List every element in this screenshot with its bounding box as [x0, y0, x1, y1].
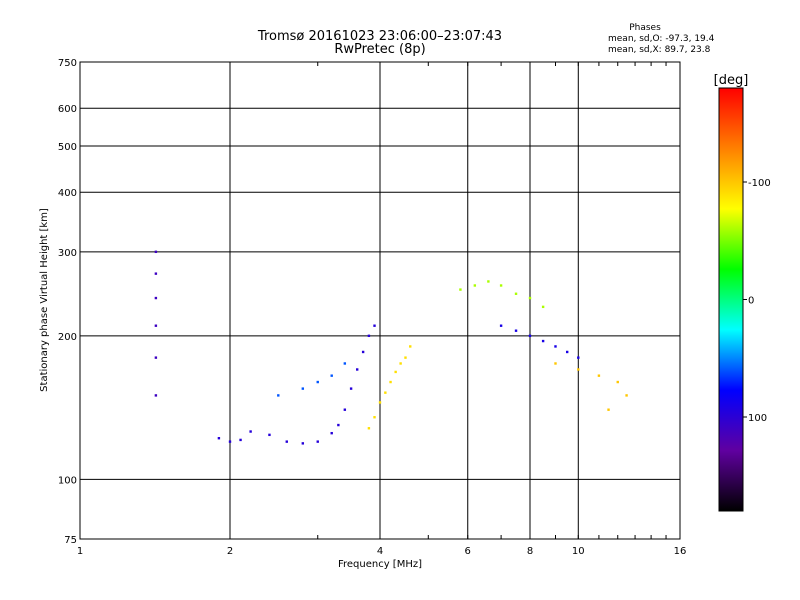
- data-point: [554, 362, 557, 365]
- data-point: [367, 427, 371, 430]
- data-point: [577, 356, 580, 359]
- data-point: [373, 416, 376, 419]
- data-point: [409, 345, 412, 348]
- data-point: [154, 296, 158, 300]
- colorbar: 100 0 -100: [718, 87, 771, 512]
- chart-title: Tromsø 20161023 23:06:00–23:07:43: [257, 29, 502, 44]
- data-point: [607, 408, 610, 411]
- y-tick-label: 500: [58, 142, 77, 153]
- data-point: [625, 394, 628, 397]
- colorbar-label: [deg]: [714, 73, 749, 88]
- data-point: [154, 272, 158, 275]
- data-point: [399, 362, 402, 365]
- colorbar-tick-label: -100: [748, 178, 771, 189]
- data-point: [499, 284, 503, 287]
- data-point: [541, 339, 545, 343]
- data-point: [217, 437, 221, 440]
- data-point: [378, 401, 382, 404]
- x-tick-label: 8: [527, 546, 533, 557]
- data-point: [597, 374, 601, 377]
- colorbar-tick-label: 0: [748, 296, 754, 307]
- data-point: [361, 350, 365, 354]
- data-point: [330, 431, 333, 435]
- data-point: [337, 423, 340, 427]
- phases-x-line: mean, sd,X: 89.7, 23.8: [608, 45, 711, 55]
- y-tick-label: 100: [58, 475, 77, 486]
- data-point: [154, 356, 158, 359]
- data-point: [268, 433, 271, 437]
- data-point: [514, 329, 518, 332]
- data-point: [565, 350, 569, 354]
- data-point: [355, 368, 359, 371]
- y-tick-label: 600: [58, 104, 77, 115]
- data-point: [277, 394, 280, 397]
- data-point: [330, 374, 333, 377]
- data-point: [316, 440, 319, 443]
- y-tick-label: 750: [58, 58, 77, 69]
- colorbar-tick-label: 100: [748, 413, 767, 424]
- y-tick-label: 200: [58, 332, 77, 343]
- x-tick-label: 6: [465, 546, 471, 557]
- x-tick-label: 1: [77, 546, 83, 557]
- chart-subtitle: RwPretec (8p): [334, 42, 425, 57]
- data-point: [249, 430, 252, 433]
- data-point: [154, 250, 158, 254]
- x-tick-label: 4: [377, 546, 383, 557]
- data-point: [616, 380, 619, 384]
- data-point: [301, 442, 305, 445]
- data-point: [528, 334, 532, 338]
- data-point: [389, 380, 392, 384]
- phases-heading: Phases: [629, 23, 661, 33]
- data-point: [473, 284, 477, 287]
- data-point: [349, 387, 353, 390]
- data-point: [394, 370, 397, 374]
- data-point: [285, 440, 288, 443]
- data-point: [343, 362, 347, 365]
- data-point: [459, 288, 462, 291]
- data-point: [373, 324, 376, 327]
- x-tick-label: 2: [227, 546, 233, 557]
- phases-o-line: mean, sd,O: -97.3, 19.4: [608, 34, 715, 44]
- x-tick-label: 16: [674, 546, 687, 557]
- data-point: [154, 324, 158, 327]
- data-point: [154, 394, 158, 397]
- data-point: [316, 380, 319, 384]
- data-point: [577, 368, 580, 371]
- y-tick-label: 300: [58, 248, 77, 259]
- colorbar-gradient: [718, 87, 744, 512]
- x-axis-label: Frequency [MHz]: [338, 559, 422, 570]
- data-point: [514, 292, 518, 295]
- data-point: [343, 408, 347, 411]
- data-point: [528, 296, 532, 300]
- data-point: [301, 387, 305, 390]
- y-axis-label: Stationary phase Virtual Height [km]: [39, 208, 50, 392]
- data-point: [367, 334, 371, 338]
- plot-area: 1 2 4 6 8 10 16 75 100 200 300 400 500 600 750: [58, 58, 686, 557]
- x-tick-label: 10: [572, 546, 585, 557]
- data-point: [404, 356, 407, 359]
- data-point: [499, 324, 503, 327]
- y-tick-label: 400: [58, 188, 77, 199]
- data-point: [554, 345, 557, 348]
- y-tick-label: 75: [64, 535, 77, 546]
- data-point: [228, 440, 232, 443]
- plot-frame: [79, 61, 681, 540]
- data-point: [487, 280, 490, 283]
- data-point: [239, 438, 242, 442]
- data-point: [541, 305, 545, 309]
- data-point: [384, 391, 387, 394]
